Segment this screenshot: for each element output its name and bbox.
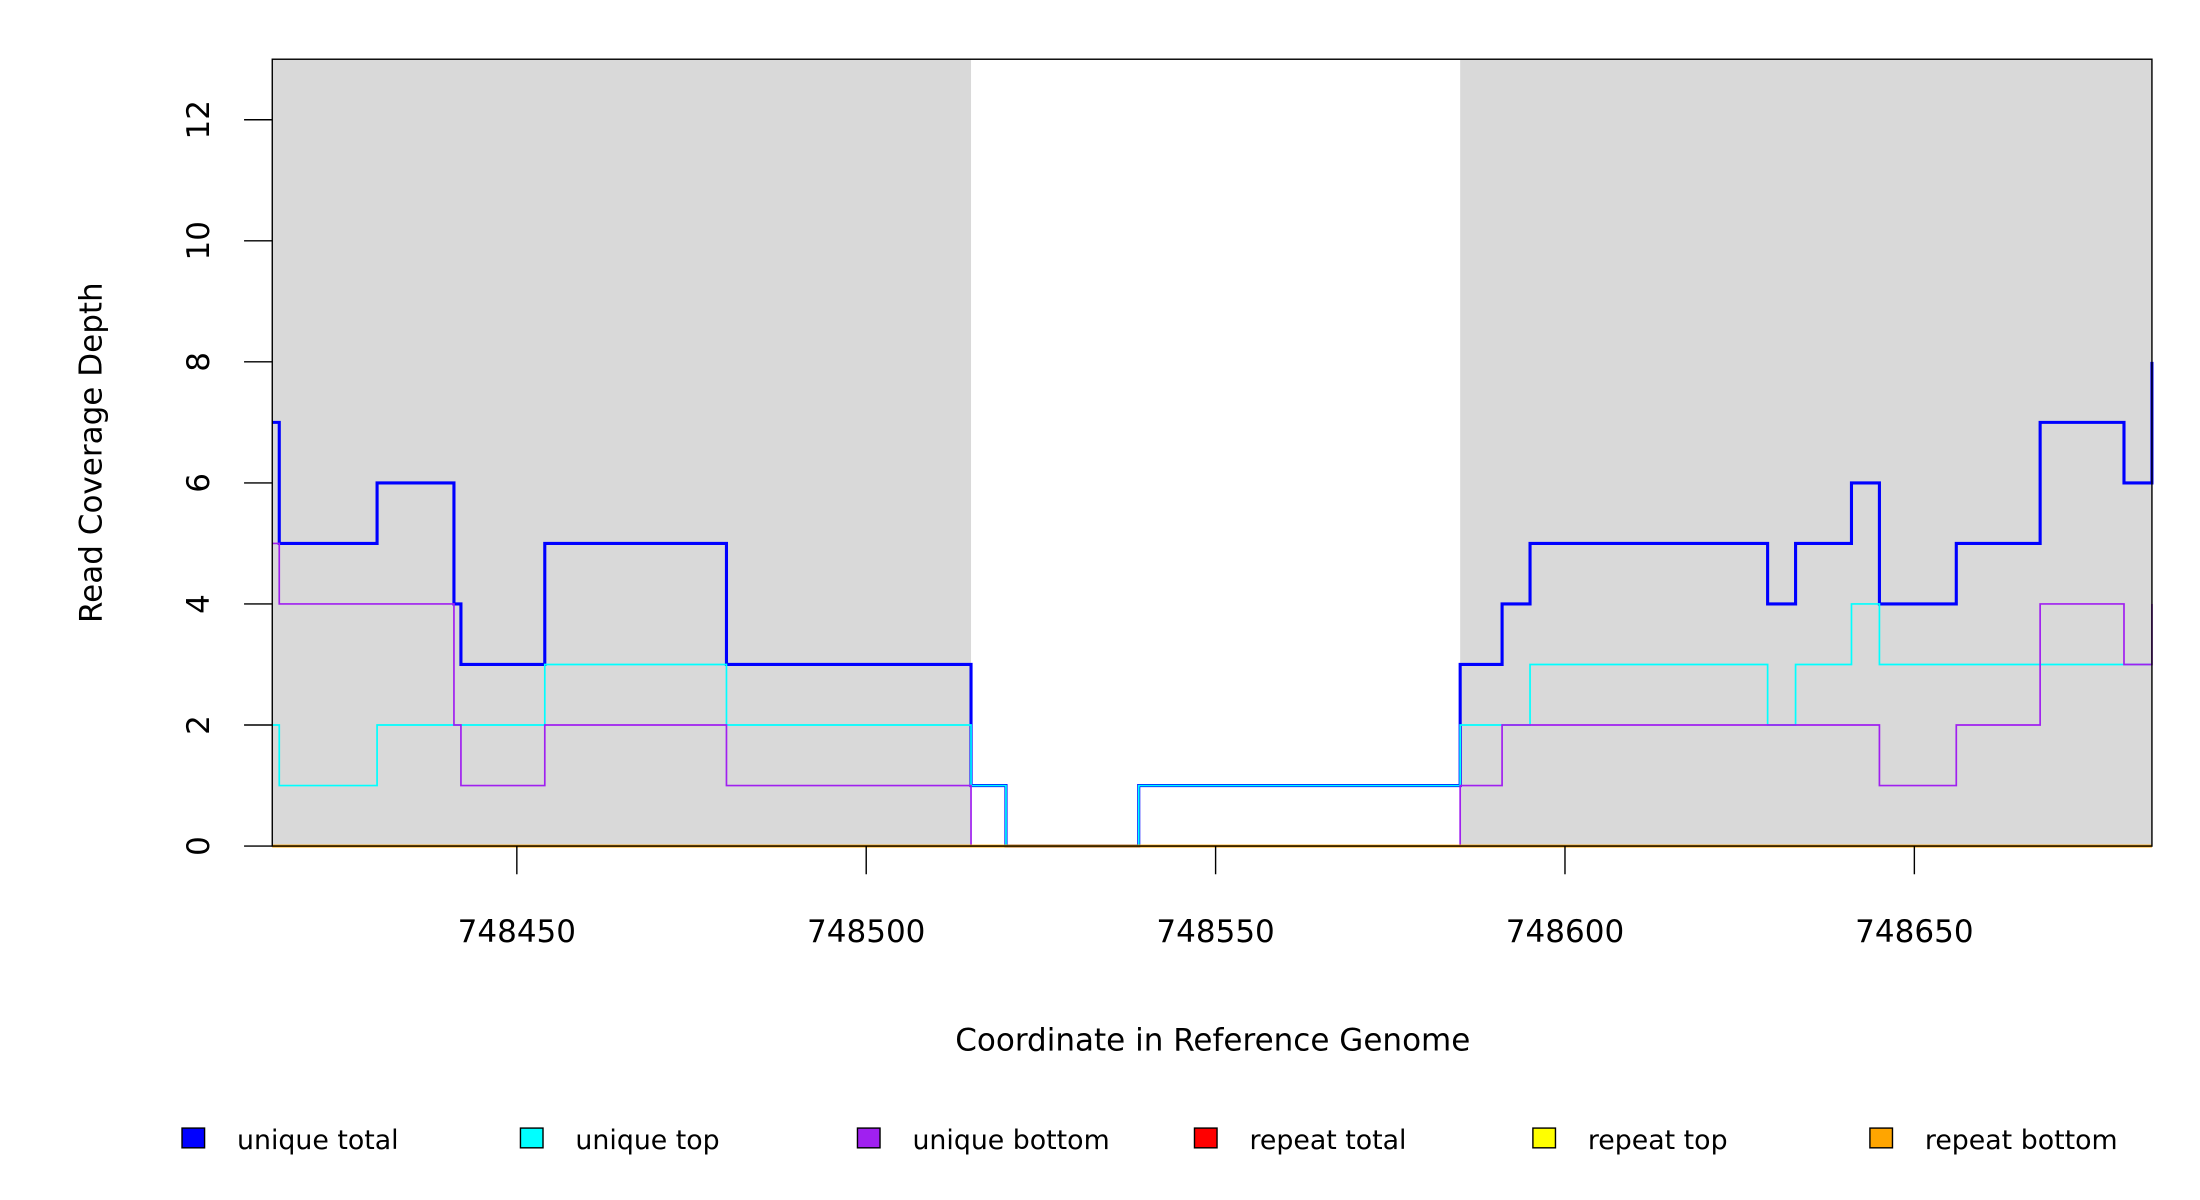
y-tick-label: 4 xyxy=(181,594,217,614)
legend-label: unique bottom xyxy=(912,1125,1109,1156)
legend-label: repeat top xyxy=(1588,1125,1728,1156)
y-tick-label: 12 xyxy=(181,100,217,139)
legend-swatch xyxy=(1193,1127,1218,1149)
x-axis: 748450 748500 748550 748600 748650 xyxy=(458,846,1974,950)
y-axis: 0 2 4 6 8 10 12 xyxy=(181,100,273,856)
legend-label: repeat bottom xyxy=(1925,1125,2118,1156)
shaded-regions xyxy=(272,59,2152,847)
legend-label: unique total xyxy=(237,1125,399,1156)
x-tick-label: 748500 xyxy=(807,914,925,950)
legend-swatch xyxy=(1869,1127,1894,1149)
y-tick-label: 6 xyxy=(181,473,217,493)
legend-label: unique top xyxy=(575,1125,719,1156)
legend-label: repeat total xyxy=(1249,1125,1406,1156)
series-line-unique-total xyxy=(272,361,2154,848)
y-tick-label: 8 xyxy=(181,352,217,372)
shaded-region xyxy=(272,59,972,847)
legend-swatch xyxy=(181,1127,206,1149)
x-tick-label: 748650 xyxy=(1855,914,1973,950)
x-axis-label: Coordinate in Reference Genome xyxy=(955,1023,1470,1059)
y-tick-label: 0 xyxy=(181,836,217,856)
x-tick-label: 748550 xyxy=(1156,914,1274,950)
legend: unique total unique top unique bottom repea… xyxy=(181,1125,2118,1156)
x-tick-label: 748450 xyxy=(458,914,576,950)
x-tick-label: 748600 xyxy=(1506,914,1624,950)
legend-swatch xyxy=(1532,1127,1557,1149)
legend-swatch xyxy=(856,1127,881,1149)
y-tick-label: 10 xyxy=(181,221,217,260)
y-axis-label: Read Coverage Depth xyxy=(74,282,110,623)
y-tick-label: 2 xyxy=(181,715,217,735)
legend-swatch xyxy=(519,1127,544,1149)
shaded-region xyxy=(1460,59,2152,847)
plot-frame xyxy=(271,58,2153,847)
